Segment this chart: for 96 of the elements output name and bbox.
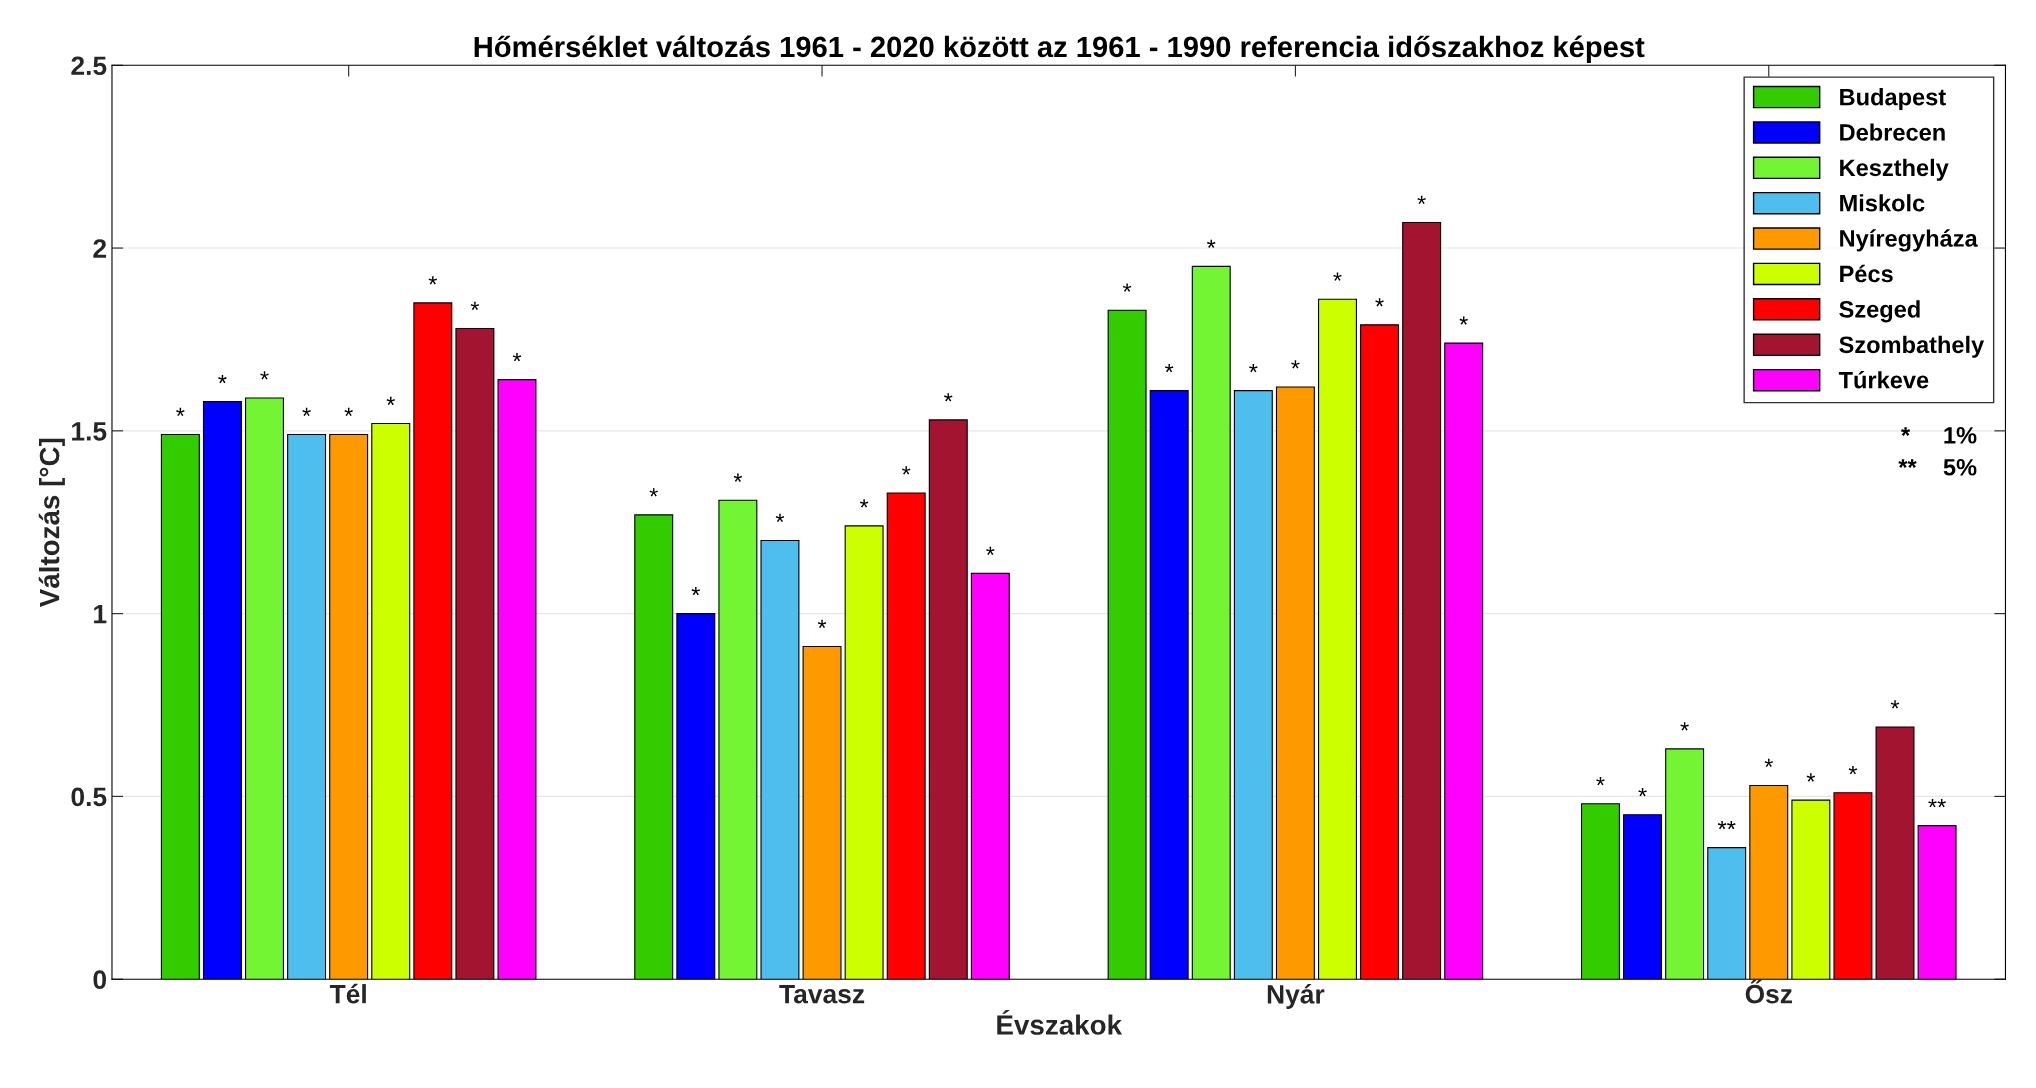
legend-label: Nyíregyháza — [1840, 229, 1978, 252]
bar — [1360, 324, 1400, 980]
legend-label: Szombathely — [1839, 335, 1985, 358]
bar — [844, 525, 884, 980]
data-label: * — [512, 352, 522, 362]
bar — [970, 572, 1010, 980]
bar — [1707, 847, 1747, 980]
data-label: * — [176, 407, 185, 417]
data-label: * — [817, 619, 827, 629]
bar — [1791, 799, 1831, 980]
y-axis-title: Változás [°C] — [38, 438, 65, 608]
data-label: * — [1417, 195, 1426, 205]
data-label: * — [1638, 788, 1647, 797]
data-label: * — [260, 371, 269, 380]
bar — [329, 433, 369, 980]
data-label: * — [901, 466, 911, 475]
data-label: * — [386, 396, 395, 406]
bar — [886, 492, 926, 980]
bar — [1833, 792, 1873, 980]
bar — [1875, 726, 1915, 980]
data-label: * — [1207, 239, 1216, 248]
x-axis-title: Évszakok — [997, 1009, 1123, 1035]
data-label: * — [1459, 316, 1468, 325]
data-label: * — [1333, 272, 1342, 281]
data-label: * — [1375, 298, 1384, 307]
bar — [760, 539, 800, 980]
data-label: * — [986, 546, 995, 556]
data-label: * — [344, 407, 353, 417]
x-tick-label: Nyár — [1267, 984, 1325, 1009]
y-tick-label: 0.5 — [71, 787, 107, 807]
legend-label: Budapest — [1840, 88, 1946, 111]
bar — [1317, 298, 1357, 980]
annotation: * 1% — [1901, 426, 1977, 444]
data-label: * — [1249, 363, 1258, 373]
x-tick-label: Tavasz — [779, 985, 865, 1004]
data-label: * — [218, 374, 227, 384]
bar — [497, 379, 537, 980]
data-label: * — [1164, 363, 1174, 373]
data-label: * — [691, 586, 701, 596]
data-label: * — [1848, 766, 1858, 775]
legend-label: Keszthely — [1840, 158, 1949, 181]
bar — [1233, 390, 1273, 980]
bar — [1149, 390, 1189, 980]
data-label: * — [1680, 722, 1689, 731]
bar — [634, 514, 674, 980]
legend-label: Szeged — [1839, 300, 1920, 323]
bar — [245, 397, 285, 980]
y-tick-label: 0 — [93, 970, 107, 990]
bar — [718, 499, 758, 980]
bar — [1623, 814, 1663, 980]
data-label: ** — [1717, 820, 1736, 830]
data-label: * — [470, 301, 480, 311]
bar — [371, 422, 411, 980]
bar — [802, 645, 842, 980]
y-tick-label: 2 — [93, 239, 107, 258]
chart-title: Hőmérséklet változás 1961 - 2020 között az 1961 - 1990 referencia időszakhoz képest — [474, 35, 1645, 63]
data-label: * — [733, 473, 743, 482]
bar — [1665, 748, 1705, 980]
data-label: * — [1806, 773, 1816, 782]
data-label: ** — [1928, 798, 1946, 808]
data-label: * — [944, 393, 953, 402]
bar — [1444, 342, 1484, 980]
bar — [1107, 309, 1147, 980]
legend-label: Túrkeve — [1838, 370, 1929, 389]
bar — [1580, 803, 1620, 980]
data-label: * — [1291, 360, 1300, 369]
bar — [1749, 784, 1789, 980]
y-tick-label: 1 — [94, 605, 107, 624]
data-label: * — [1890, 700, 1900, 709]
bar — [455, 327, 495, 980]
data-label: * — [859, 499, 869, 508]
bar — [413, 302, 453, 980]
data-label: * — [649, 488, 658, 497]
bar — [202, 401, 242, 980]
x-tick-label: Ősz — [1745, 979, 1793, 1004]
y-tick-label: 1.5 — [72, 422, 107, 441]
legend-label: Debrecen — [1840, 123, 1945, 141]
annotation: ** 5% — [1898, 458, 1977, 476]
bar — [1917, 825, 1957, 980]
data-label: * — [1122, 283, 1132, 292]
bar — [1402, 221, 1442, 980]
legend-label: Miskolc — [1840, 194, 1925, 212]
bar — [160, 433, 200, 980]
data-label: * — [1764, 758, 1773, 768]
bar — [676, 613, 716, 980]
bar — [928, 419, 968, 980]
bar — [1191, 265, 1231, 980]
bar — [287, 433, 327, 980]
bar — [1275, 386, 1315, 980]
data-label: * — [775, 513, 785, 523]
y-tick-label: 2.5 — [71, 56, 107, 76]
data-label: * — [428, 276, 438, 285]
legend-label: Pécs — [1840, 264, 1893, 283]
data-label: * — [1596, 777, 1605, 786]
data-label: * — [302, 407, 311, 417]
x-tick-label: Tél — [329, 983, 366, 1004]
